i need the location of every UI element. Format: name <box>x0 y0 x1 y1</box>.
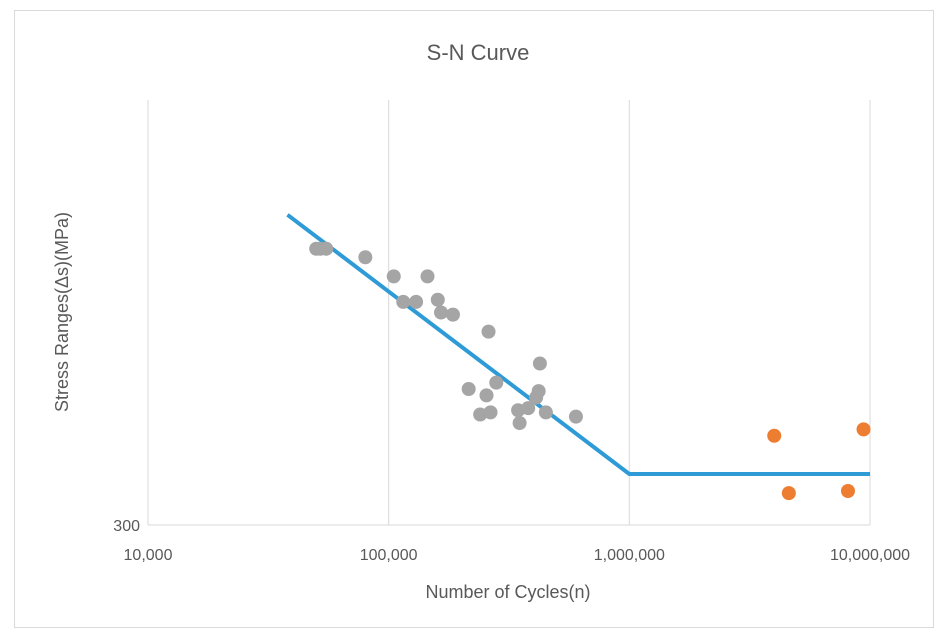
orange-data-point <box>767 428 782 443</box>
tick-labels: 10,000 100,000 1,000,000 10,000,000 300 <box>113 518 910 564</box>
gray-data-point <box>531 384 546 399</box>
orange-data-point <box>856 422 871 437</box>
gray-data-point <box>538 405 553 420</box>
gray-data-point <box>532 356 547 371</box>
y-tick-label: 300 <box>113 518 140 535</box>
gray-data-point <box>521 401 536 416</box>
gray-data-point <box>409 294 424 309</box>
orange-data-point <box>840 484 855 498</box>
x-axis-title: Number of Cycles(n) <box>425 582 590 602</box>
gray-data-point <box>445 307 460 322</box>
gray-data-point <box>430 292 445 307</box>
gray-data-point <box>489 375 504 390</box>
gray-data-point <box>396 294 411 309</box>
x-tick-label: 1,000,000 <box>594 547 665 564</box>
gray-data-point <box>481 324 496 339</box>
gray-data-point <box>420 269 435 284</box>
x-tick-label: 10,000,000 <box>830 547 910 564</box>
gray-data-point <box>483 405 498 420</box>
gray-data-point <box>319 241 334 256</box>
orange-data-point <box>781 486 796 501</box>
gray-data-point <box>568 409 583 424</box>
chart-title: S-N Curve <box>427 40 530 65</box>
gridlines <box>147 100 871 526</box>
gray-data-point <box>434 305 449 320</box>
data-points <box>309 241 871 501</box>
fit-line-layer <box>286 213 870 476</box>
x-tick-label: 10,000 <box>124 547 173 564</box>
gray-data-point <box>358 250 373 265</box>
sn-fit-line <box>286 213 870 476</box>
gray-data-point <box>386 269 401 284</box>
gray-data-point <box>512 416 527 430</box>
y-axis-title: Stress Ranges(Δs)(MPa) <box>52 212 72 412</box>
gray-data-point <box>461 382 476 396</box>
x-tick-label: 100,000 <box>360 547 418 564</box>
gray-data-point <box>479 388 494 403</box>
